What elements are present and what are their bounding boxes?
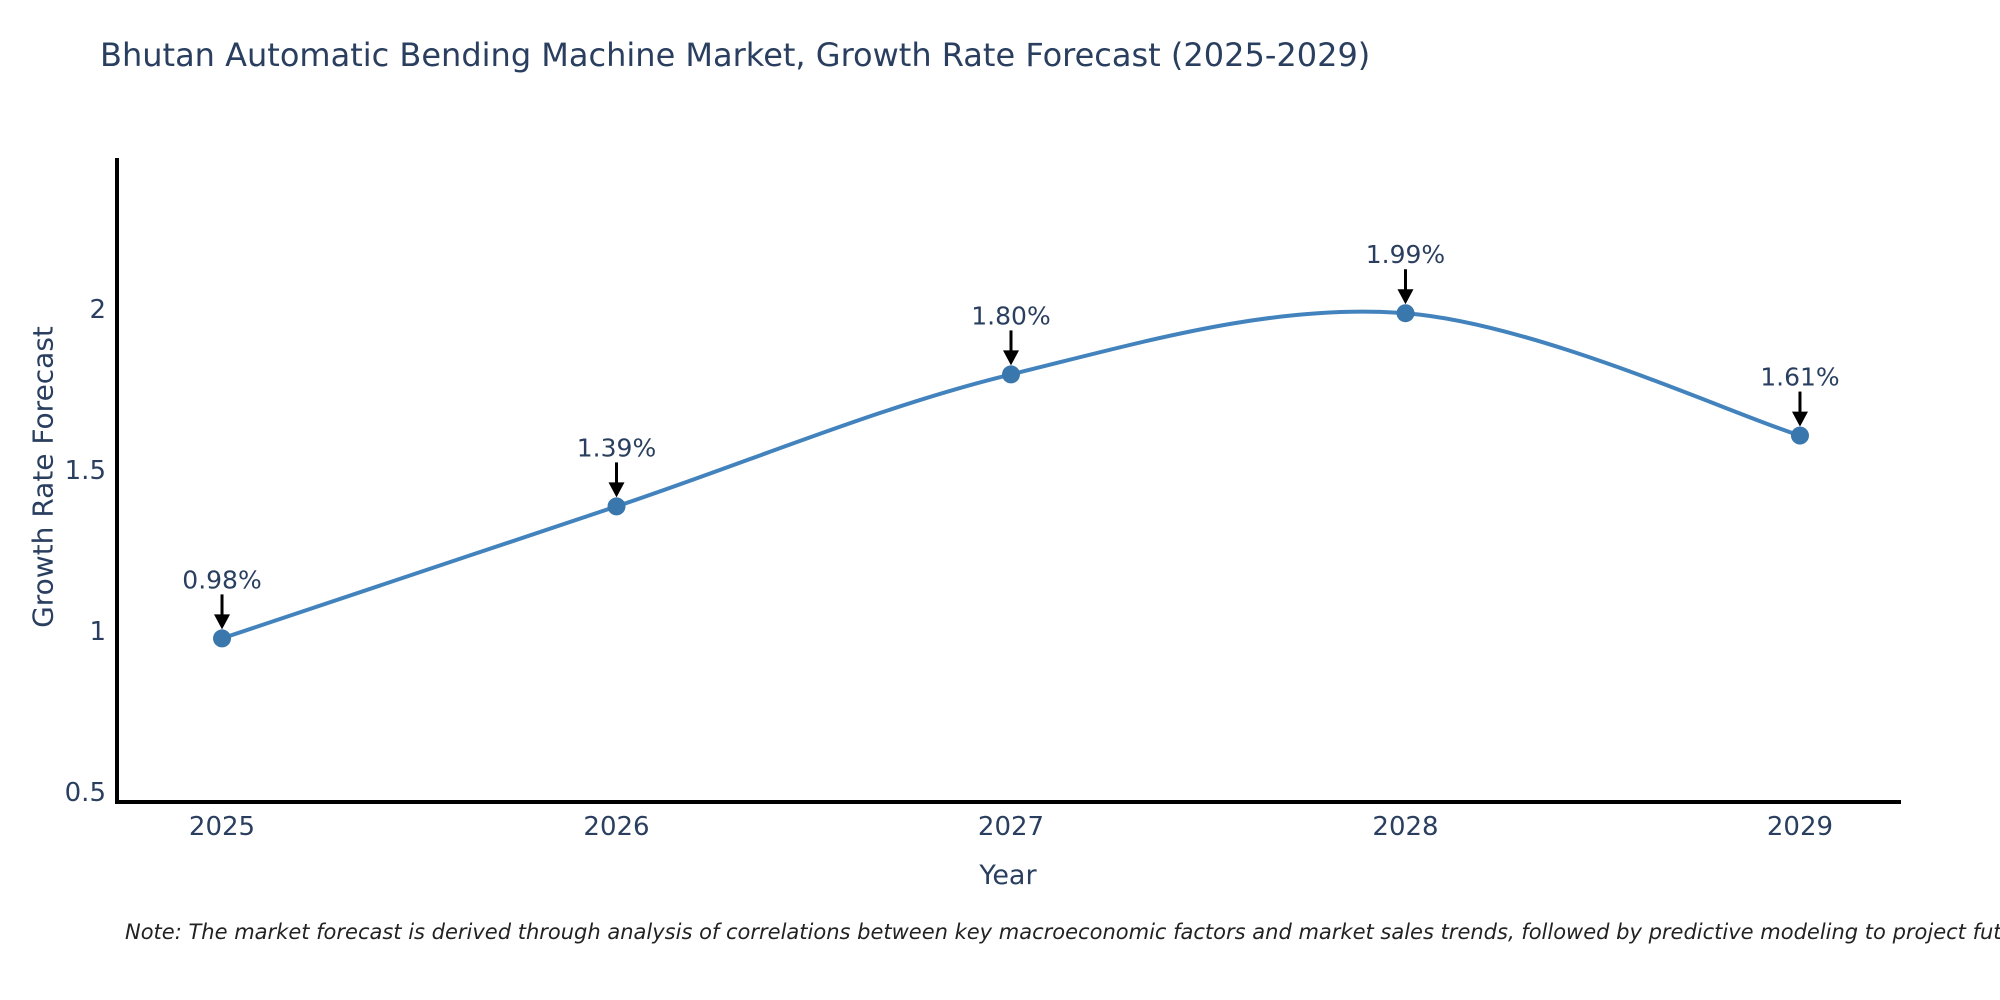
data-point[interactable]: [607, 497, 626, 516]
x-axis-line: [115, 800, 1901, 804]
chart-title: Bhutan Automatic Bending Machine Market,…: [100, 36, 1371, 74]
annotation-arrowhead-icon: [1002, 350, 1019, 366]
y-tick-label: 1.5: [64, 455, 106, 486]
plot-area: 0.98% 1.39% 1.80% 1.99% 1.61%: [117, 160, 1900, 800]
data-point[interactable]: [1396, 304, 1415, 323]
annotation-arrowhead-icon: [214, 614, 231, 630]
y-tick-label: 2: [89, 295, 106, 326]
x-tick-label: 2029: [1766, 812, 1834, 842]
x-tick-label: 2027: [977, 812, 1045, 842]
annotation-label: 1.61%: [1760, 363, 1839, 392]
data-point[interactable]: [1001, 365, 1020, 384]
data-point[interactable]: [213, 629, 232, 648]
y-tick-label: 0.5: [64, 777, 106, 808]
x-tick-label: 2026: [583, 812, 650, 842]
x-tick-label: 2028: [1372, 812, 1439, 842]
x-tick-label: 2025: [188, 812, 256, 842]
annotation-label: 1.80%: [971, 301, 1050, 330]
annotation-arrowhead-icon: [1397, 289, 1414, 305]
annotation-arrowhead-icon: [1791, 411, 1808, 427]
y-axis-line: [115, 158, 119, 804]
annotation-label: 0.98%: [182, 565, 261, 594]
footnote: Note: The market forecast is derived thr…: [125, 920, 2000, 944]
annotation-label: 1.39%: [577, 433, 656, 462]
data-point[interactable]: [1790, 426, 1809, 445]
y-tick-label: 1: [89, 616, 106, 647]
x-axis-title: Year: [979, 860, 1037, 891]
annotation-arrowhead-icon: [608, 482, 625, 498]
plot-svg: 0.98% 1.39% 1.80% 1.99% 1.61%: [182, 240, 1840, 648]
annotation-label: 1.99%: [1366, 240, 1445, 269]
